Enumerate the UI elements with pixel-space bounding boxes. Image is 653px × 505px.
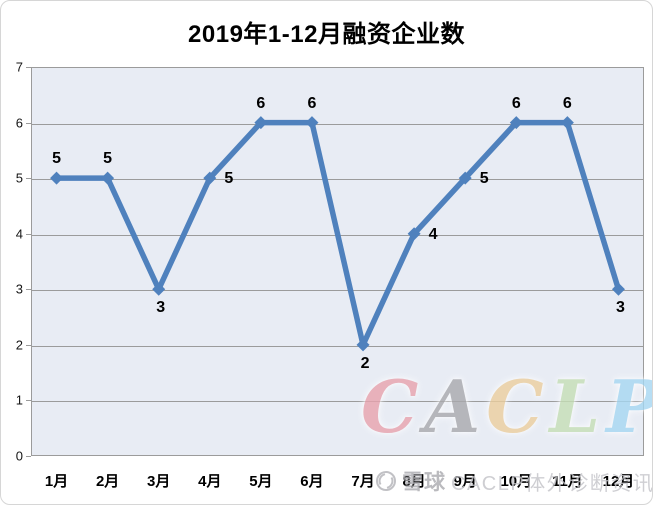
y-axis-label: 2 <box>15 337 23 353</box>
x-axis-label: 12月 <box>602 473 635 490</box>
gridline <box>32 123 643 125</box>
data-point-marker <box>458 171 472 185</box>
data-point-marker <box>101 171 115 185</box>
data-label: 6 <box>256 94 266 112</box>
x-axis-label: 10月 <box>500 473 533 490</box>
y-axis-tick <box>26 400 31 402</box>
chart-title: 2019年1-12月融资企业数 <box>188 21 465 48</box>
data-label: 5 <box>479 170 489 188</box>
data-point-marker <box>356 338 370 352</box>
data-label: 3 <box>616 299 625 317</box>
y-axis-tick <box>26 289 31 291</box>
data-label: 4 <box>428 225 438 243</box>
data-point-marker <box>407 227 421 241</box>
data-point-marker <box>560 116 574 130</box>
x-axis-label: 4月 <box>198 473 222 490</box>
data-point-marker <box>254 116 268 130</box>
y-axis-label: 0 <box>15 448 23 464</box>
data-label: 5 <box>52 150 61 168</box>
data-point-marker <box>152 282 166 296</box>
y-axis-tick <box>26 344 31 346</box>
y-axis-label: 6 <box>15 115 23 131</box>
data-point-marker <box>203 171 217 185</box>
y-axis-label: 1 <box>15 392 23 408</box>
y-axis-tick <box>26 456 31 457</box>
series-line <box>56 119 622 348</box>
data-label: 6 <box>511 94 521 112</box>
y-axis-tick <box>26 178 31 180</box>
data-point-marker <box>50 171 64 185</box>
data-point-marker <box>611 282 625 296</box>
x-axis-label: 3月 <box>147 473 171 490</box>
data-label: 5 <box>103 150 113 168</box>
data-point-marker <box>509 116 523 130</box>
gridline <box>32 401 643 403</box>
x-axis-label: 6月 <box>300 473 324 490</box>
x-axis-label: 1月 <box>44 473 69 490</box>
y-axis-label: 3 <box>15 281 23 297</box>
y-axis-label: 4 <box>15 226 23 242</box>
gridline <box>32 179 643 181</box>
x-axis-label: 8月 <box>402 473 426 490</box>
x-axis-label: 9月 <box>453 473 477 490</box>
data-label: 3 <box>156 299 166 317</box>
data-label: 6 <box>307 94 317 112</box>
y-axis-label: 5 <box>15 170 23 186</box>
y-axis-tick <box>26 67 31 68</box>
data-label: 6 <box>562 94 572 112</box>
data-point-marker <box>305 116 319 130</box>
y-axis-tick <box>26 233 31 235</box>
data-label: 2 <box>360 354 370 372</box>
x-axis-label: 2月 <box>95 473 120 490</box>
x-axis-label: 5月 <box>249 473 273 490</box>
y-axis-label: 7 <box>15 59 23 75</box>
y-axis-tick <box>26 122 31 124</box>
data-label: 5 <box>224 170 234 188</box>
gridline <box>32 345 643 347</box>
gridline <box>32 290 643 292</box>
x-axis-label: 7月 <box>351 473 375 490</box>
plot-area <box>31 67 644 456</box>
x-axis-label: 11月 <box>551 473 583 490</box>
